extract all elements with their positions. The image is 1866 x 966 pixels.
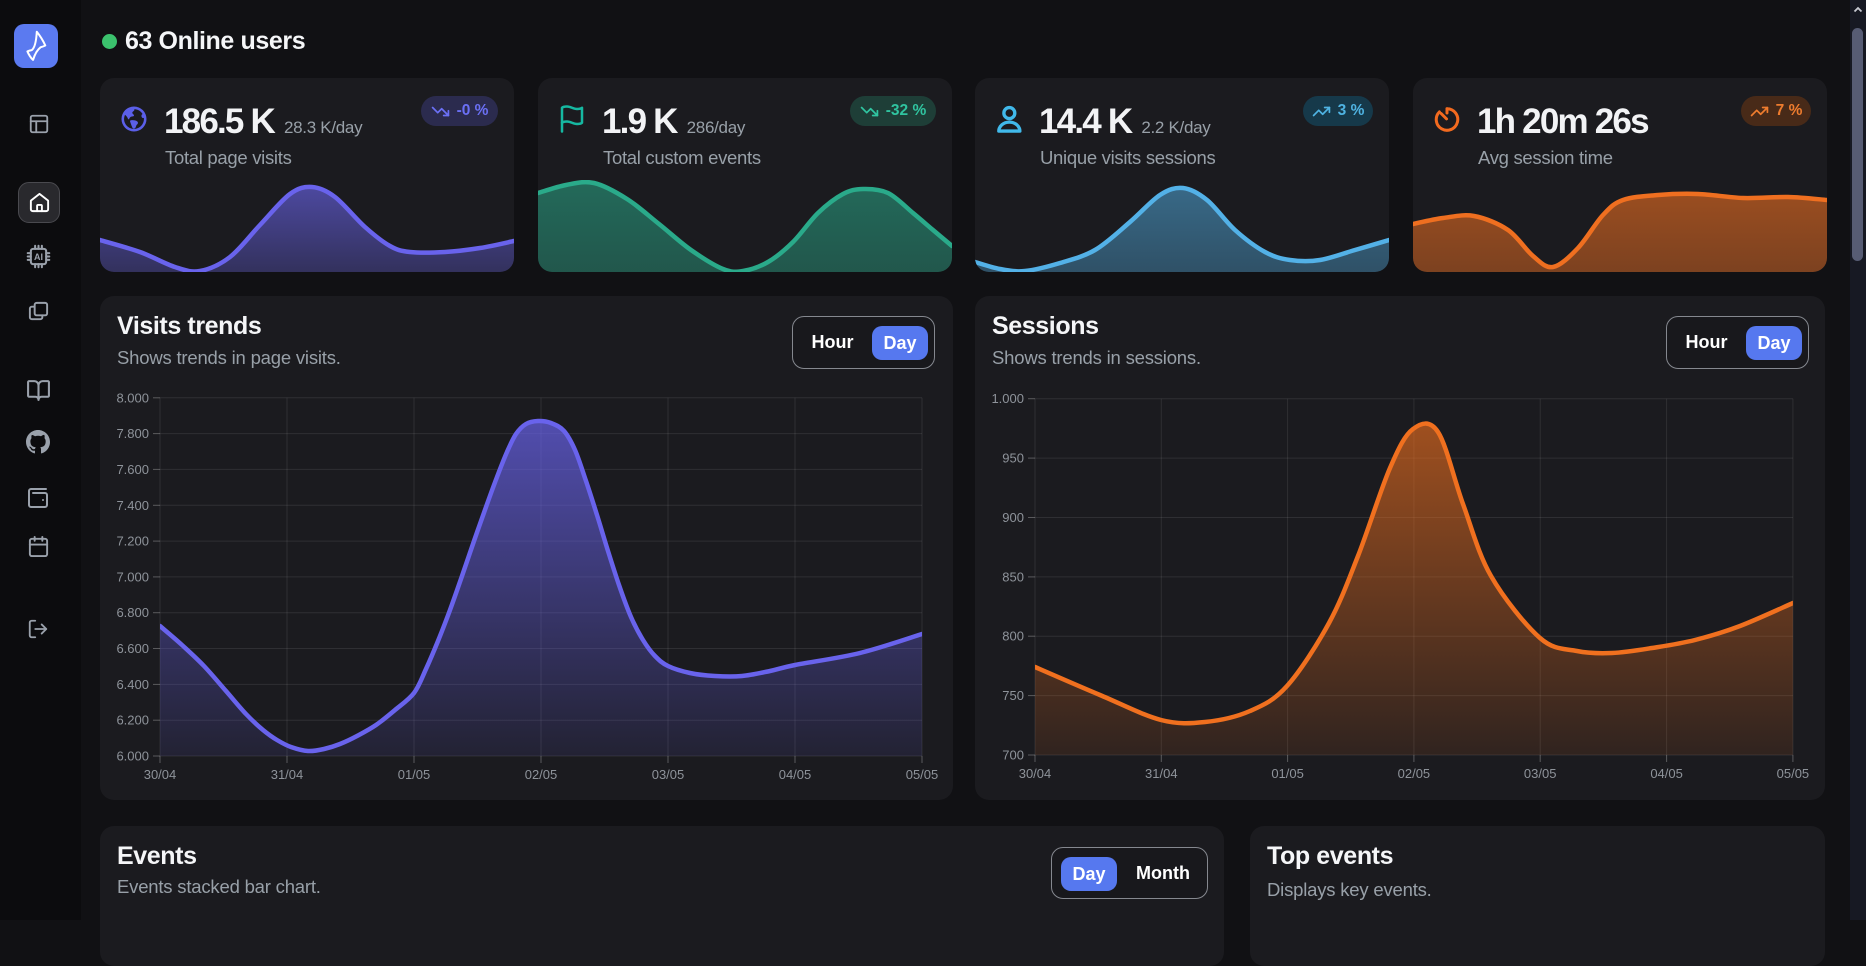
svg-text:AI: AI xyxy=(34,252,43,262)
svg-text:7.200: 7.200 xyxy=(116,534,149,549)
svg-text:02/05: 02/05 xyxy=(1398,766,1431,781)
svg-text:7.600: 7.600 xyxy=(116,462,149,477)
svg-text:750: 750 xyxy=(1002,688,1024,703)
svg-text:31/04: 31/04 xyxy=(271,767,304,782)
svg-text:700: 700 xyxy=(1002,748,1024,763)
svg-text:900: 900 xyxy=(1002,510,1024,525)
svg-text:6.800: 6.800 xyxy=(116,605,149,620)
svg-text:1.000: 1.000 xyxy=(991,391,1024,406)
svg-text:03/05: 03/05 xyxy=(652,767,685,782)
svg-text:05/05: 05/05 xyxy=(1777,766,1810,781)
svg-text:850: 850 xyxy=(1002,569,1024,584)
svg-text:6.600: 6.600 xyxy=(116,641,149,656)
svg-text:7.800: 7.800 xyxy=(116,426,149,441)
svg-text:30/04: 30/04 xyxy=(1019,766,1052,781)
svg-text:04/05: 04/05 xyxy=(779,767,812,782)
svg-text:01/05: 01/05 xyxy=(1271,766,1304,781)
svg-text:800: 800 xyxy=(1002,629,1024,644)
svg-text:30/04: 30/04 xyxy=(144,767,177,782)
svg-text:02/05: 02/05 xyxy=(525,767,558,782)
svg-text:31/04: 31/04 xyxy=(1145,766,1178,781)
svg-text:6.200: 6.200 xyxy=(116,713,149,728)
svg-text:8.000: 8.000 xyxy=(116,390,149,405)
svg-text:01/05: 01/05 xyxy=(398,767,431,782)
svg-text:03/05: 03/05 xyxy=(1524,766,1557,781)
svg-text:6.400: 6.400 xyxy=(116,677,149,692)
svg-text:950: 950 xyxy=(1002,451,1024,466)
svg-text:6.000: 6.000 xyxy=(116,749,149,764)
svg-text:04/05: 04/05 xyxy=(1650,766,1683,781)
svg-text:7.000: 7.000 xyxy=(116,569,149,584)
svg-text:05/05: 05/05 xyxy=(906,767,939,782)
svg-text:7.400: 7.400 xyxy=(116,498,149,513)
